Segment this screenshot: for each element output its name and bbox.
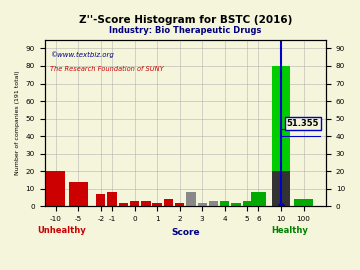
Bar — [107, 192, 117, 206]
Bar — [153, 203, 162, 206]
Text: Unhealthy: Unhealthy — [37, 226, 86, 235]
Text: The Research Foundation of SUNY: The Research Foundation of SUNY — [50, 66, 164, 72]
Text: 51.355: 51.355 — [287, 119, 319, 128]
Text: Industry: Bio Therapeutic Drugs: Industry: Bio Therapeutic Drugs — [109, 25, 261, 35]
Text: ©www.textbiz.org: ©www.textbiz.org — [50, 51, 114, 58]
Bar — [69, 182, 87, 206]
Bar — [46, 171, 65, 206]
Bar — [272, 66, 290, 206]
Bar — [141, 201, 150, 206]
Y-axis label: Number of companies (191 total): Number of companies (191 total) — [15, 71, 20, 175]
Bar — [220, 201, 229, 206]
Bar — [186, 192, 195, 206]
Bar — [209, 201, 218, 206]
Bar — [251, 192, 266, 206]
Bar — [130, 201, 139, 206]
X-axis label: Score: Score — [171, 228, 199, 237]
Title: Z''-Score Histogram for BSTC (2016): Z''-Score Histogram for BSTC (2016) — [78, 15, 292, 25]
Bar — [198, 203, 207, 206]
Bar — [96, 194, 105, 206]
Text: Healthy: Healthy — [271, 226, 308, 235]
Bar — [243, 201, 252, 206]
Bar — [119, 203, 128, 206]
Bar — [272, 171, 290, 206]
Bar — [231, 203, 240, 206]
Bar — [175, 203, 184, 206]
Bar — [294, 199, 313, 206]
Bar — [164, 199, 173, 206]
